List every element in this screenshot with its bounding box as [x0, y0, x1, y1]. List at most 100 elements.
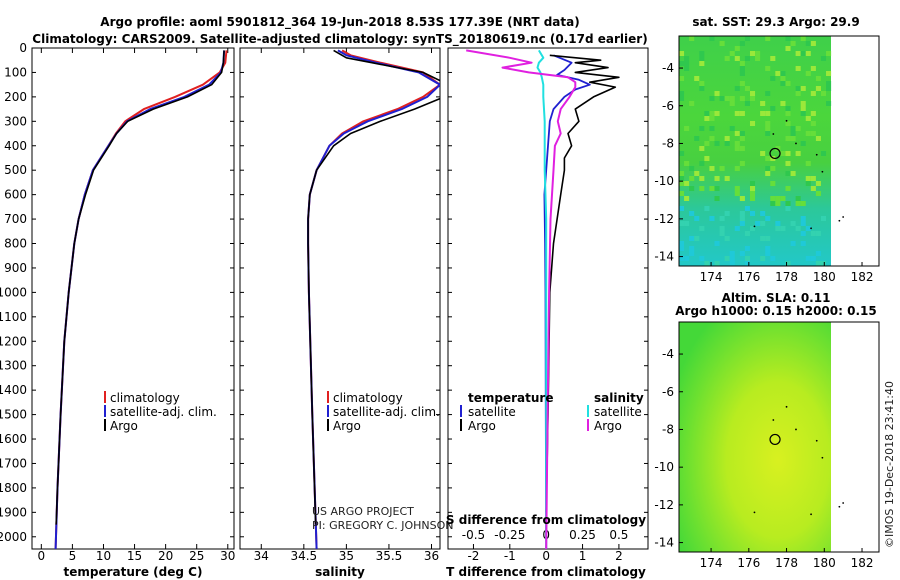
- sst-pixel: [780, 101, 786, 106]
- sst-pixel: [790, 41, 796, 46]
- sst-pixel: [765, 126, 771, 131]
- map-y-tick-label: -14: [654, 250, 674, 264]
- salinity-lines: [307, 49, 440, 549]
- sst-pixel: [679, 151, 685, 156]
- sst-pixel: [699, 56, 705, 61]
- sst-pixel: [805, 226, 811, 231]
- depth-tick-label: 1100: [0, 310, 27, 324]
- sst-pixel: [826, 86, 832, 91]
- island-dot: [753, 225, 756, 228]
- sst-pixel: [770, 181, 776, 186]
- sst-pixel: [744, 101, 750, 106]
- map-y-tick-label: -4: [662, 61, 674, 75]
- s-x-tick-label: -0.5: [462, 528, 485, 542]
- sst-pixel: [704, 261, 710, 266]
- sst-pixel: [719, 231, 725, 236]
- depth-axis-labels: 0 100 200 300 400 500 600 700 800 900 1000 1100 1200…: [0, 41, 27, 544]
- difference-legend-temperature: temperature satellite Argo: [460, 391, 553, 433]
- sst-pixel: [770, 196, 776, 201]
- sst-pixel: [765, 111, 771, 116]
- sst-pixel: [739, 111, 745, 116]
- sst-pixel: [689, 186, 695, 191]
- sst-pixel: [790, 131, 796, 136]
- sst-pixel: [805, 41, 811, 46]
- sst-pixel: [800, 141, 806, 146]
- depth-tick-label: 300: [4, 114, 27, 128]
- sst-pixel: [815, 136, 821, 141]
- series-line-argo: [55, 50, 225, 525]
- sst-pixel: [795, 201, 801, 206]
- imos-credit: ©IMOS 19-Dec-2018 23:41:40: [883, 381, 896, 548]
- sst-pixel: [679, 61, 685, 66]
- sst-pixel: [775, 146, 781, 151]
- map-x-tick-label: 182: [851, 270, 874, 284]
- sla-map-title-1: Altim. SLA: 0.11: [722, 291, 831, 305]
- sst-pixel: [810, 66, 816, 71]
- sst-pixel: [739, 196, 745, 201]
- sst-pixel: [765, 251, 771, 256]
- sst-pixel: [790, 221, 796, 226]
- sst-pixel: [699, 161, 705, 166]
- sst-pixel: [765, 36, 771, 41]
- sst-pixel: [749, 91, 756, 96]
- sst-pixel: [719, 216, 725, 221]
- sst-pixel: [684, 66, 690, 71]
- sst-pixel: [684, 126, 690, 131]
- sst-pixel: [800, 111, 806, 116]
- sst-pixel: [709, 186, 715, 191]
- sst-pixel: [739, 131, 745, 136]
- depth-tick-label: 700: [4, 212, 27, 226]
- sst-pixel: [739, 216, 745, 221]
- island-dot: [821, 456, 824, 459]
- sst-pixel: [679, 246, 685, 251]
- sst-pixel: [744, 231, 750, 236]
- sst-pixel: [800, 241, 806, 246]
- island-dot: [842, 216, 845, 218]
- sst-pixel: [749, 51, 756, 56]
- sst-pixel: [770, 76, 776, 81]
- island-dot: [772, 133, 775, 135]
- sst-island-marks: [753, 119, 845, 230]
- depth-tick-label: 1900: [0, 505, 27, 519]
- sst-pixel: [699, 256, 705, 261]
- sst-pixel: [724, 141, 730, 146]
- sst-pixel: [689, 236, 695, 241]
- sst-pixel: [684, 221, 690, 226]
- series-line-climatology: [54, 50, 228, 549]
- sst-map-panel: sat. SST: 29.3 Argo: 29.9 174 176 178 180 18…: [654, 15, 880, 284]
- x-tick-label: -2: [467, 549, 479, 563]
- project-annotation: US ARGO PROJECT: [312, 505, 414, 518]
- legend-label-climatology: climatology: [333, 391, 403, 405]
- sst-pixel: [800, 36, 806, 41]
- series-line-temperature-argo: [545, 54, 620, 513]
- sst-pixel: [765, 156, 771, 161]
- sst-pixel: [805, 116, 811, 121]
- sst-pixel: [800, 216, 806, 221]
- sst-pixel: [770, 106, 776, 111]
- sst-pixel: [699, 146, 705, 151]
- sst-pixel: [785, 106, 791, 111]
- sst-pixel: [689, 211, 695, 216]
- sst-pixel: [734, 131, 740, 136]
- map-x-tick-label: 176: [737, 556, 760, 570]
- sst-pixel: [694, 171, 700, 176]
- sst-pixel: [749, 196, 756, 201]
- island-dot: [815, 439, 818, 442]
- sst-pixel: [815, 86, 821, 91]
- sst-pixel: [714, 241, 720, 246]
- island-dot: [795, 142, 797, 145]
- sst-pixel: [765, 236, 771, 241]
- sla-field: [679, 322, 831, 552]
- sst-pixel: [729, 256, 735, 261]
- sst-pixel: [785, 171, 791, 176]
- sst-pixel: [714, 141, 720, 146]
- sst-pixel: [679, 176, 685, 181]
- sst-pixel: [790, 136, 796, 141]
- sst-pixel: [714, 111, 720, 116]
- sst-pixel: [704, 156, 710, 161]
- map-x-tick-label: 182: [851, 556, 874, 570]
- x-tick-label: 34: [254, 549, 269, 563]
- sst-pixel: [820, 151, 827, 156]
- sst-pixel: [729, 51, 735, 56]
- map-y-tick-label: -12: [654, 212, 674, 226]
